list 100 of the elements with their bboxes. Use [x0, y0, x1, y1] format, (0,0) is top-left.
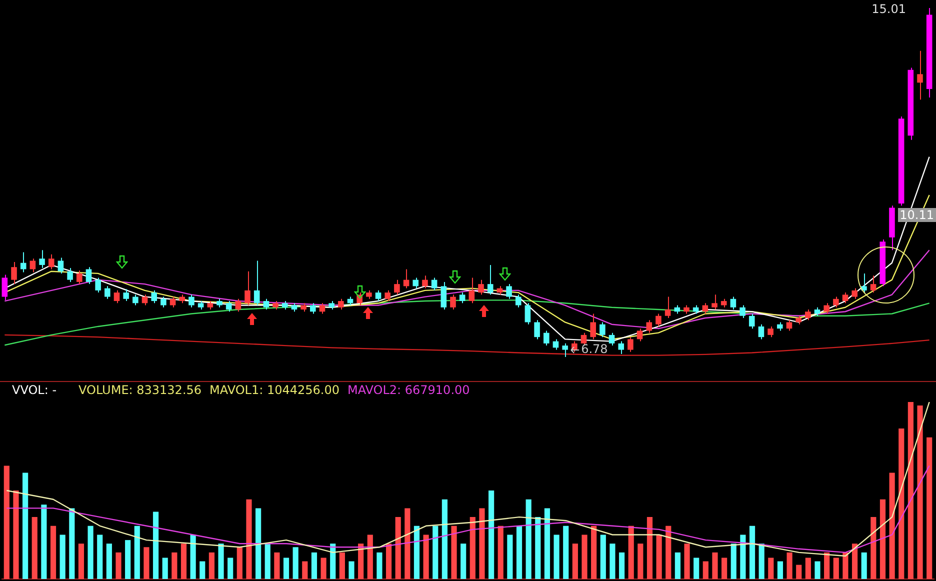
bar	[246, 499, 252, 579]
bar	[628, 526, 634, 579]
candlestick	[375, 290, 382, 302]
text: MAVOL1: 1044256.00	[210, 383, 340, 398]
bar	[134, 526, 140, 579]
candlestick	[786, 320, 792, 332]
candlestick	[30, 258, 36, 273]
bar	[50, 526, 56, 579]
bar	[180, 544, 187, 579]
bar	[722, 558, 728, 579]
bar	[367, 534, 373, 579]
bar	[460, 544, 466, 579]
candlestick	[170, 296, 176, 308]
bar	[908, 402, 914, 579]
candlestick	[870, 275, 876, 294]
bar	[302, 561, 308, 579]
bar	[41, 504, 47, 579]
bar	[152, 512, 159, 579]
candlestick	[824, 302, 830, 314]
bar	[684, 544, 690, 579]
bar	[814, 561, 820, 579]
bar	[833, 558, 839, 579]
candlestick	[422, 275, 428, 289]
text: MAVOL2: 667910.00	[347, 383, 470, 398]
candlestick	[263, 298, 270, 310]
bar	[572, 544, 578, 579]
bar	[591, 526, 597, 579]
candlestick	[768, 326, 774, 338]
candlestick	[226, 300, 232, 312]
bar	[535, 517, 541, 579]
bar	[898, 428, 904, 579]
bar	[926, 437, 932, 579]
candlestick	[67, 267, 73, 282]
candlestick	[394, 279, 400, 296]
bar	[880, 499, 886, 579]
bar	[777, 561, 784, 579]
bar	[190, 534, 196, 579]
candlestick	[160, 296, 166, 308]
candlestick	[188, 294, 194, 308]
text: VOLUME: 833132.56	[78, 383, 202, 398]
bar	[730, 544, 736, 579]
candlestick	[506, 284, 512, 300]
candlestick	[132, 294, 138, 306]
candlestick	[310, 302, 316, 314]
bar	[432, 526, 438, 579]
bar	[544, 508, 550, 579]
bar	[386, 544, 392, 579]
candlestick	[338, 298, 344, 310]
bar	[488, 490, 494, 579]
candlestick	[2, 274, 8, 301]
candlestick	[618, 340, 624, 355]
candlestick	[104, 286, 110, 300]
candlestick	[95, 277, 101, 294]
bar	[236, 547, 242, 579]
annotation: 6.78	[581, 342, 608, 356]
bar	[563, 526, 569, 579]
candlestick	[646, 320, 652, 334]
candlestick	[235, 298, 242, 312]
candlestick	[608, 332, 615, 346]
bar	[674, 552, 680, 579]
bar	[442, 499, 448, 579]
text: VVOL: -	[12, 383, 57, 398]
bar	[712, 552, 718, 579]
bar	[618, 552, 625, 579]
bar	[395, 517, 401, 579]
annotation: 10.11	[898, 208, 936, 222]
bar	[423, 534, 429, 579]
bar	[144, 547, 150, 579]
bar	[638, 544, 644, 579]
candlestick	[702, 302, 708, 314]
candlestick	[20, 252, 26, 273]
candlestick	[748, 313, 755, 330]
candlestick	[562, 342, 568, 358]
candlestick	[524, 302, 531, 325]
bar	[256, 508, 262, 579]
candlestick	[403, 268, 410, 289]
candlestick	[590, 313, 596, 340]
candlestick	[384, 290, 391, 302]
bar	[824, 552, 830, 579]
bar	[106, 544, 112, 579]
candlestick	[552, 338, 559, 350]
bar	[758, 544, 764, 579]
bar	[702, 561, 708, 579]
bar	[274, 552, 280, 579]
bar	[526, 499, 532, 579]
bar	[69, 508, 75, 579]
candlestick	[740, 304, 746, 318]
bar	[749, 526, 756, 579]
candlestick	[142, 294, 148, 306]
bar	[917, 406, 923, 579]
candlestick	[628, 336, 634, 352]
candlestick	[431, 277, 438, 291]
bar	[13, 490, 19, 579]
annotation: 15.01	[872, 2, 906, 16]
bar	[4, 466, 10, 579]
candlestick	[468, 277, 475, 304]
bar	[376, 552, 382, 579]
bar	[805, 558, 811, 579]
bar	[507, 534, 513, 579]
candlestick	[76, 270, 82, 285]
